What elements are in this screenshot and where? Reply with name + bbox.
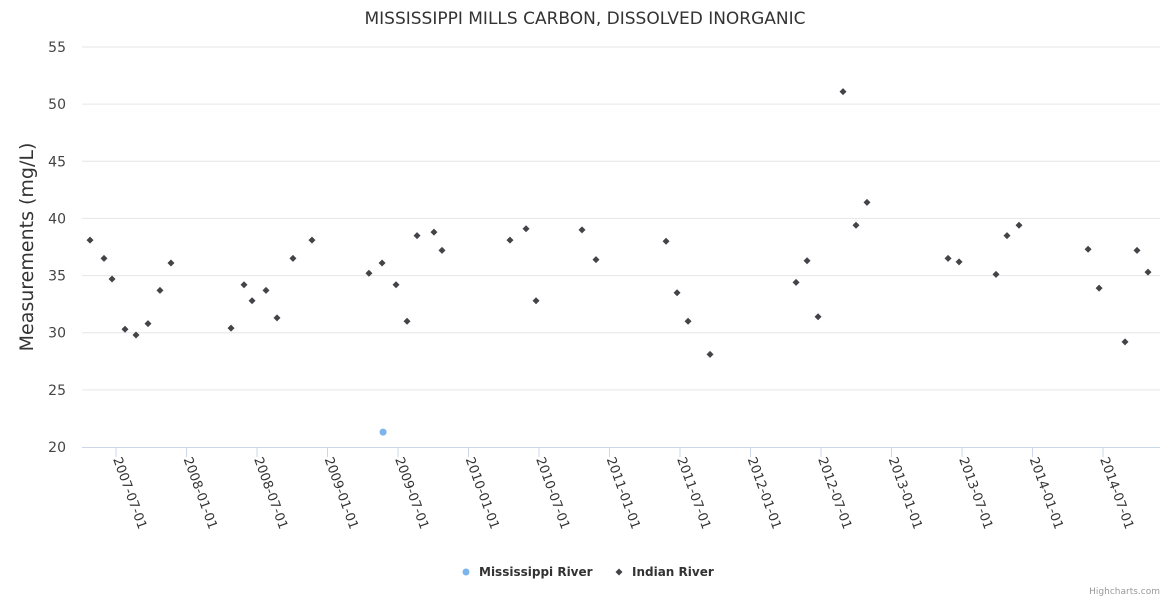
point-indian-river bbox=[1084, 245, 1092, 253]
credits[interactable]: Highcharts.com bbox=[1089, 587, 1160, 597]
point-indian-river bbox=[132, 331, 140, 339]
point-indian-river bbox=[792, 278, 800, 286]
point-indian-river bbox=[1003, 232, 1011, 240]
point-indian-river bbox=[852, 221, 860, 229]
x-tick-label: 2009-01-01 bbox=[321, 455, 361, 531]
point-indian-river bbox=[403, 317, 411, 325]
x-tick-label: 2014-07-01 bbox=[1096, 455, 1136, 531]
point-indian-river bbox=[1095, 284, 1103, 292]
point-indian-river bbox=[684, 317, 692, 325]
y-tick-label: 55 bbox=[48, 40, 66, 56]
point-indian-river bbox=[1121, 338, 1129, 346]
point-indian-river bbox=[944, 254, 952, 262]
legend-diamond-icon bbox=[615, 568, 623, 576]
x-tick-label: 2011-01-01 bbox=[603, 455, 643, 531]
point-indian-river bbox=[1144, 268, 1152, 276]
point-indian-river bbox=[413, 232, 421, 240]
x-tick-label: 2010-01-01 bbox=[462, 455, 502, 531]
y-tick-label: 20 bbox=[48, 440, 66, 456]
point-mississippi-river bbox=[379, 428, 387, 436]
point-indian-river bbox=[392, 281, 400, 289]
legend-label: Mississippi River bbox=[479, 565, 593, 579]
point-indian-river bbox=[1133, 246, 1141, 254]
point-indian-river bbox=[262, 286, 270, 294]
x-axis: 2007-07-01 2008-01-01 2008-07-01 2009-01-01… bbox=[82, 447, 1160, 531]
x-tick-label: 2013-07-01 bbox=[955, 455, 995, 531]
point-indian-river bbox=[955, 258, 963, 266]
point-indian-river bbox=[365, 269, 373, 277]
point-indian-river bbox=[532, 297, 540, 305]
point-indian-river bbox=[992, 270, 1000, 278]
x-tick-label: 2012-01-01 bbox=[744, 455, 784, 531]
point-indian-river bbox=[273, 314, 281, 322]
grid-lines bbox=[82, 46, 1160, 391]
point-indian-river bbox=[86, 236, 94, 244]
point-indian-river bbox=[863, 198, 871, 206]
point-indian-river bbox=[1015, 221, 1023, 229]
point-indian-river bbox=[156, 286, 164, 294]
point-indian-river bbox=[121, 325, 129, 333]
point-indian-river bbox=[100, 254, 108, 262]
point-indian-river bbox=[506, 236, 514, 244]
point-indian-river bbox=[378, 259, 386, 267]
y-axis-label: Measurements (mg/L) bbox=[16, 143, 38, 352]
point-indian-river bbox=[430, 228, 438, 236]
point-indian-river bbox=[803, 257, 811, 265]
x-tick-label: 2008-07-01 bbox=[250, 455, 290, 531]
point-indian-river bbox=[673, 289, 681, 297]
x-tick-label: 2012-07-01 bbox=[814, 455, 854, 531]
point-indian-river bbox=[578, 226, 586, 234]
point-indian-river bbox=[144, 320, 152, 328]
point-indian-river bbox=[248, 297, 256, 305]
legend-label: Indian River bbox=[632, 565, 714, 579]
x-tick-label: 2009-07-01 bbox=[391, 455, 431, 531]
y-tick-label: 25 bbox=[48, 383, 66, 399]
x-tick-label: 2007-07-01 bbox=[109, 455, 149, 531]
y-tick-label: 50 bbox=[48, 97, 66, 113]
x-tick-label: 2008-01-01 bbox=[180, 455, 220, 531]
y-tick-label: 40 bbox=[48, 211, 66, 227]
legend-item-mississippi-river[interactable]: Mississippi River bbox=[462, 565, 593, 579]
point-indian-river bbox=[289, 254, 297, 262]
point-indian-river bbox=[592, 256, 600, 264]
y-tick-label: 30 bbox=[48, 326, 66, 342]
y-axis: 20 25 30 35 40 45 50 55 bbox=[48, 40, 66, 456]
legend-item-indian-river[interactable]: Indian River bbox=[615, 565, 714, 579]
legend-circle-icon bbox=[462, 568, 470, 576]
x-tick-label: 2013-01-01 bbox=[885, 455, 925, 531]
x-tick-label: 2011-07-01 bbox=[673, 455, 713, 531]
point-indian-river bbox=[240, 281, 248, 289]
point-indian-river bbox=[167, 259, 175, 267]
point-indian-river bbox=[706, 350, 714, 358]
x-tick-label: 2014-01-01 bbox=[1026, 455, 1066, 531]
legend: Mississippi River Indian River bbox=[462, 565, 714, 579]
point-indian-river bbox=[814, 313, 822, 321]
point-indian-river bbox=[522, 225, 530, 233]
chart-title: MISSISSIPPI MILLS CARBON, DISSOLVED INOR… bbox=[364, 9, 805, 29]
point-indian-river bbox=[438, 246, 446, 254]
point-indian-river bbox=[108, 275, 116, 283]
point-indian-river bbox=[662, 237, 670, 245]
y-tick-label: 45 bbox=[48, 154, 66, 170]
data-points bbox=[86, 88, 1152, 436]
y-tick-label: 35 bbox=[48, 269, 66, 285]
point-indian-river bbox=[227, 324, 235, 332]
x-tick-label: 2010-07-01 bbox=[532, 455, 572, 531]
point-indian-river bbox=[839, 88, 847, 96]
point-indian-river bbox=[308, 236, 316, 244]
